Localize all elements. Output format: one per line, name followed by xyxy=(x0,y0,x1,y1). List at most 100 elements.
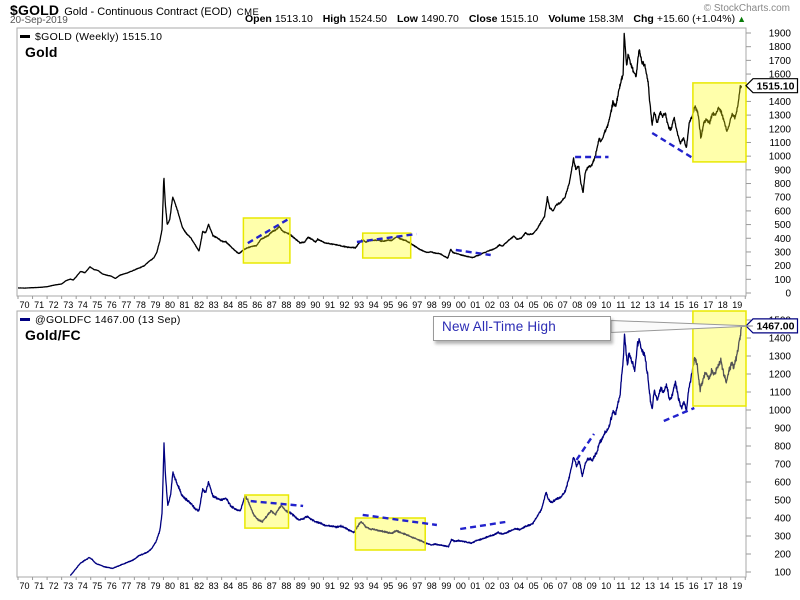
x-axis-label: 85 xyxy=(238,581,248,591)
top-panel-legend: $GOLD (Weekly) 1515.10 xyxy=(20,31,162,43)
x-axis-label: 13 xyxy=(645,300,655,310)
y-axis-label: 600 xyxy=(774,206,791,217)
x-axis-label: 75 xyxy=(92,581,102,591)
y-axis-label: 200 xyxy=(774,261,791,272)
low-value: 1490.70 xyxy=(420,13,459,25)
y-axis-label: 1700 xyxy=(769,56,792,67)
symbol-label: $GOLD xyxy=(10,2,60,18)
x-axis-label: 04 xyxy=(514,300,524,310)
high-label: High xyxy=(322,13,347,25)
x-axis-label: 83 xyxy=(209,300,219,310)
x-axis-label: 11 xyxy=(616,300,625,310)
y-axis-label: 1300 xyxy=(769,352,792,363)
x-axis-label: 74 xyxy=(78,581,88,591)
dashed-trendline xyxy=(250,499,304,508)
x-axis-label: 97 xyxy=(412,581,422,591)
x-axis-label: 74 xyxy=(78,300,88,310)
x-axis-label: 98 xyxy=(427,581,437,591)
x-axis-label: 05 xyxy=(529,581,539,591)
x-axis-label: 02 xyxy=(485,581,495,591)
x-axis-label: 96 xyxy=(398,581,408,591)
x-axis-label: 07 xyxy=(558,581,568,591)
last-price-callout-text: 1515.10 xyxy=(757,81,795,93)
x-axis-label: 95 xyxy=(383,300,393,310)
last-price-callout xyxy=(745,318,799,334)
x-axis-label: 15 xyxy=(674,300,684,310)
x-axis-label: 15 xyxy=(674,581,684,591)
y-axis-label: 1100 xyxy=(769,138,791,149)
y-axis-label: 700 xyxy=(774,460,791,471)
y-axis-label: 900 xyxy=(774,424,791,435)
bottom-legend-text: @GOLDFC 1467.00 (13 Sep) xyxy=(35,314,181,326)
dashed-trendline xyxy=(575,433,595,461)
x-axis-label: 98 xyxy=(427,300,437,310)
highlight-box xyxy=(354,517,426,551)
y-axis-label: 200 xyxy=(774,550,791,561)
close-label: Close xyxy=(468,13,498,25)
x-axis-label: 13 xyxy=(645,581,655,591)
x-axis-label: 91 xyxy=(325,300,335,310)
x-axis-label: 00 xyxy=(456,300,466,310)
x-axis-label: 75 xyxy=(92,300,102,310)
y-axis-label: 500 xyxy=(774,220,791,231)
x-axis-label: 84 xyxy=(223,300,233,310)
y-axis-label: 1000 xyxy=(769,152,792,163)
y-axis-label: 1400 xyxy=(769,97,792,108)
y-axis-label: 1600 xyxy=(769,70,792,81)
x-axis-label: 70 xyxy=(19,300,29,310)
x-axis-label: 11 xyxy=(616,581,625,591)
y-axis-label: 300 xyxy=(774,532,791,543)
x-axis-label: 17 xyxy=(703,581,713,591)
last-price-callout-text: 1467.00 xyxy=(757,321,795,333)
x-axis-label: 97 xyxy=(412,300,422,310)
x-axis-label: 18 xyxy=(718,300,728,310)
y-axis-label: 1400 xyxy=(769,334,792,345)
stockcharts-copyright: © StockCharts.com xyxy=(703,3,790,14)
volume-label: Volume xyxy=(548,13,586,25)
x-axis-label: 19 xyxy=(732,581,742,591)
x-axis-label: 77 xyxy=(121,300,131,310)
x-axis-label: 12 xyxy=(630,300,640,310)
dashed-trendline xyxy=(356,232,417,244)
y-axis-label: 900 xyxy=(774,165,791,176)
x-axis-label: 80 xyxy=(165,300,175,310)
x-axis-label: 14 xyxy=(659,300,669,310)
low-label: Low xyxy=(396,13,418,25)
dashed-trendline xyxy=(663,406,695,423)
x-axis-label: 08 xyxy=(572,581,582,591)
x-axis-label: 78 xyxy=(136,300,146,310)
top-legend-text: $GOLD (Weekly) 1515.10 xyxy=(35,31,163,43)
x-axis-label: 05 xyxy=(529,300,539,310)
y-axis-label: 600 xyxy=(774,478,791,489)
x-axis-label: 18 xyxy=(718,581,728,591)
x-axis-label: 89 xyxy=(296,300,306,310)
x-axis-label: 79 xyxy=(150,300,160,310)
x-axis-label: 87 xyxy=(267,300,277,310)
x-axis-label: 19 xyxy=(732,300,742,310)
x-axis-label: 06 xyxy=(543,581,553,591)
dashed-trendline xyxy=(651,131,695,161)
x-axis-label: 83 xyxy=(209,581,219,591)
open-label: Open xyxy=(244,13,272,25)
x-axis-label: 77 xyxy=(121,581,131,591)
annotation-pointer xyxy=(610,319,754,334)
x-axis-label: 08 xyxy=(572,300,582,310)
x-axis-label: 00 xyxy=(456,581,466,591)
x-axis-label: 94 xyxy=(369,581,379,591)
x-axis-label: 07 xyxy=(558,300,568,310)
x-axis-label: 06 xyxy=(543,300,553,310)
y-axis-label: 400 xyxy=(774,234,791,245)
price-line-goldfc xyxy=(69,325,742,576)
x-axis-label: 14 xyxy=(659,581,669,591)
x-axis-label: 70 xyxy=(19,581,29,591)
y-axis-label: 1300 xyxy=(769,111,792,122)
y-axis-label: 100 xyxy=(774,275,791,286)
volume-value: 158.3M xyxy=(588,13,624,25)
x-axis-label: 93 xyxy=(354,300,364,310)
x-axis-label: 90 xyxy=(310,581,320,591)
y-axis-label: 300 xyxy=(774,247,791,258)
new-all-time-high-annotation: New All-Time High xyxy=(433,316,611,341)
x-axis-label: 71 xyxy=(34,581,44,591)
x-axis-label: 87 xyxy=(267,581,277,591)
